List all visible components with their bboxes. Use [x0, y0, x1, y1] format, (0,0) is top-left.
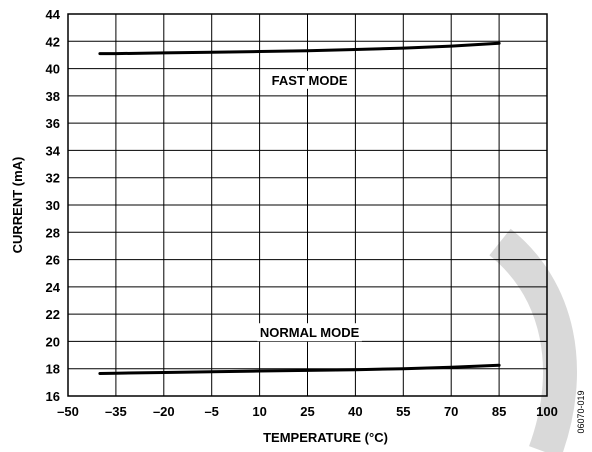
- series-label-background: [265, 70, 354, 89]
- x-tick-label: –35: [105, 404, 127, 419]
- x-tick-labels: –50 –35 –20 –5 10 25 40 55 70 85 100: [57, 404, 558, 419]
- series-label: NORMAL MODE: [260, 325, 360, 340]
- x-tick-label: 85: [492, 404, 506, 419]
- y-tick-label: 40: [46, 62, 60, 77]
- x-tick-label: 40: [348, 404, 362, 419]
- x-tick-label: –20: [153, 404, 175, 419]
- y-tick-label: 34: [46, 143, 61, 158]
- x-tick-label: 70: [444, 404, 458, 419]
- y-tick-label: 22: [46, 307, 60, 322]
- y-tick-label: 16: [46, 389, 60, 404]
- y-axis-title: CURRENT (mA): [10, 157, 25, 254]
- x-tick-label: 25: [300, 404, 314, 419]
- y-tick-label: 36: [46, 116, 60, 131]
- y-tick-labels: 16 18 20 22 24 26 28 30 32 34 36 38 40 42 44: [46, 7, 61, 404]
- series-labels: FAST MODE NORMAL MODE: [257, 70, 362, 342]
- x-tick-label: –5: [204, 404, 218, 419]
- y-tick-label: 20: [46, 334, 60, 349]
- y-tick-label: 26: [46, 253, 60, 268]
- figure-id: 06070-019: [576, 390, 586, 433]
- x-tick-label: 100: [536, 404, 558, 419]
- plot-frame: [67, 13, 548, 397]
- series-label-background: [257, 323, 362, 342]
- series-curves: [98, 41, 501, 375]
- y-tick-label: 32: [46, 171, 60, 186]
- x-axis-title: TEMPERATURE (°C): [263, 430, 388, 445]
- series-label: FAST MODE: [272, 73, 348, 88]
- x-tick-label: 55: [396, 404, 410, 419]
- y-tick-label: 18: [46, 362, 60, 377]
- y-tick-label: 30: [46, 198, 60, 213]
- y-tick-label: 44: [46, 7, 61, 22]
- series-line: [98, 363, 501, 375]
- x-tick-label: –50: [57, 404, 79, 419]
- x-tick-label: 10: [252, 404, 266, 419]
- watermark-arc: [488, 228, 577, 452]
- series-line: [98, 41, 501, 56]
- y-tick-label: 42: [46, 34, 60, 49]
- y-tick-label: 24: [46, 280, 61, 295]
- y-tick-label: 38: [46, 89, 60, 104]
- y-tick-label: 28: [46, 225, 60, 240]
